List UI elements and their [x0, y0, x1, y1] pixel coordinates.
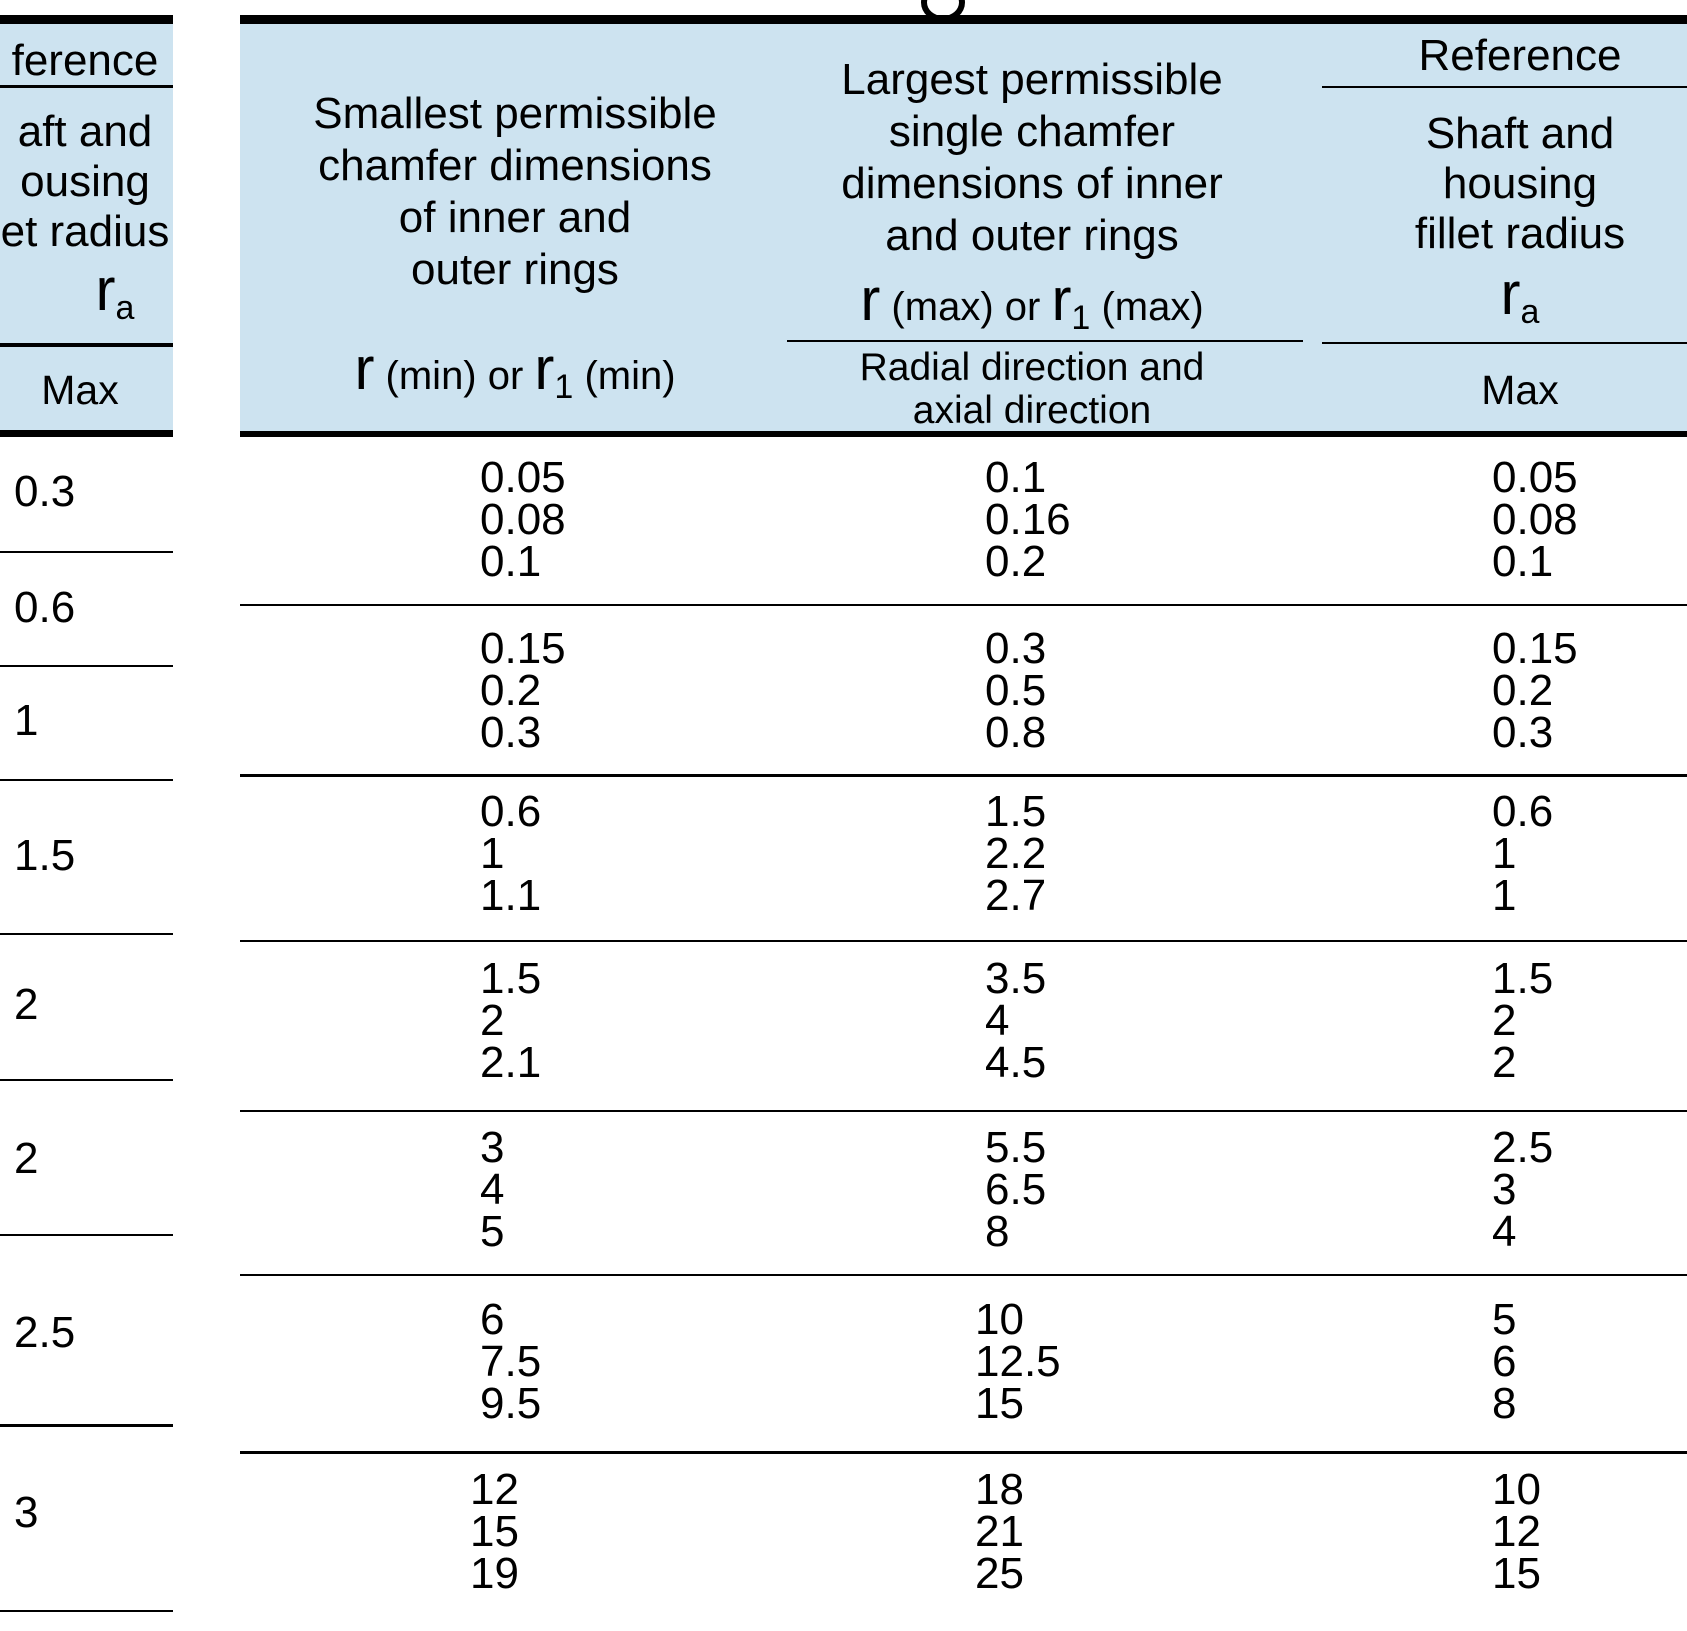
header-line: dimensions of inner [841, 159, 1223, 208]
largest-values: 0.3 0.5 0.8 [985, 624, 1047, 757]
direction-sub-header: Radial direction and axial direction [767, 346, 1297, 432]
left-table-column-title: aft and ousing et radius [0, 107, 170, 257]
header-line: outer rings [411, 245, 619, 294]
header-line: chamfer dimensions [318, 141, 712, 190]
left-table-value: 0.6 [14, 583, 76, 632]
main-table-header-bottom-border [240, 431, 1687, 437]
reference-values: 0.15 0.2 0.3 [1492, 624, 1578, 757]
reference-max-label: Max [1481, 367, 1559, 413]
reference-values: 0.05 0.08 0.1 [1492, 453, 1578, 586]
smallest-values: 0.6 1 1.1 [480, 787, 542, 920]
largest-values: 3.5 4 4.5 [985, 954, 1047, 1087]
header-line: single chamfer [888, 107, 1176, 156]
row-divider [240, 1274, 1687, 1276]
smallest-values: 12 15 19 [470, 1465, 519, 1598]
left-table-column-title-line: ousing [20, 157, 150, 206]
r-min-symbol: r (min) or r1 (min) [354, 335, 676, 407]
left-table-value: 1.5 [14, 831, 76, 880]
left-table-value: 1 [14, 696, 39, 745]
header-line: fillet radius [1414, 209, 1626, 258]
smallest-chamfer-column-header: Smallest permissible chamfer dimensions … [245, 88, 785, 296]
left-table-column-title-line: et radius [0, 207, 170, 256]
r-max-symbol: r (max) or r1 (max) [860, 266, 1204, 338]
largest-values: 1.5 2.2 2.7 [985, 787, 1047, 920]
reference-values: 0.6 1 1 [1492, 787, 1554, 920]
left-table-value: 2 [14, 980, 39, 1029]
main-table-header-background [240, 24, 1687, 431]
header-line: Largest permissible [841, 55, 1223, 104]
header-line: Shaft and [1425, 109, 1615, 158]
left-table-value: 3 [14, 1488, 39, 1537]
row-divider [0, 1424, 173, 1427]
left-table-value: 0.3 [14, 467, 76, 516]
left-table-value: 2.5 [14, 1308, 76, 1357]
row-divider [240, 1110, 1687, 1112]
left-table-header-divider [0, 343, 173, 347]
reference-values: 1.5 2 2 [1492, 954, 1554, 1087]
row-divider [240, 1451, 1687, 1454]
smallest-values: 6 7.5 9.5 [480, 1295, 542, 1428]
row-divider [0, 779, 173, 781]
left-table-top-border [0, 15, 173, 24]
row-divider [240, 604, 1687, 606]
left-table-reference-underline [0, 85, 173, 88]
header-line: housing [1442, 159, 1598, 208]
row-divider [0, 1234, 173, 1236]
header-line: Radial direction and [859, 346, 1205, 389]
reference-sub-divider [1322, 342, 1687, 344]
row-divider [240, 940, 1687, 942]
largest-chamfer-column-header: Largest permissible single chamfer dimen… [767, 54, 1297, 262]
row-divider [0, 1079, 173, 1081]
largest-values: 10 12.5 15 [975, 1295, 1061, 1428]
largest-column-sub-divider [787, 340, 1303, 342]
smallest-values: 1.5 2 2.1 [480, 954, 542, 1087]
left-table-header-background [0, 24, 173, 431]
row-divider [0, 1610, 173, 1612]
reference-column-title: Shaft and housing fillet radius [1320, 109, 1687, 259]
row-divider [240, 774, 1687, 777]
smallest-values: 0.15 0.2 0.3 [480, 624, 566, 757]
smallest-values: 0.05 0.08 0.1 [480, 453, 566, 586]
row-divider [0, 551, 173, 553]
left-table-value: 2 [14, 1134, 39, 1183]
left-table-max-label: Max [41, 367, 119, 413]
left-table-reference-header: ference [11, 36, 159, 85]
largest-values: 18 21 25 [975, 1465, 1024, 1598]
reference-column-header: Reference [1418, 31, 1622, 80]
header-line: and outer rings [885, 211, 1179, 260]
largest-values: 0.1 0.16 0.2 [985, 453, 1071, 586]
reference-values: 10 12 15 [1492, 1465, 1541, 1598]
row-divider [0, 933, 173, 935]
left-table-header-bottom-border [0, 430, 173, 437]
header-line: axial direction [912, 389, 1152, 432]
header-line: of inner and [398, 193, 632, 242]
reference-values: 2.5 3 4 [1492, 1123, 1554, 1256]
header-line: Smallest permissible [313, 89, 717, 138]
main-table-top-border [240, 15, 1687, 24]
reference-underline [1322, 86, 1687, 88]
row-divider [0, 665, 173, 667]
reference-ra-symbol: ra [1500, 260, 1540, 332]
largest-values: 5.5 6.5 8 [985, 1123, 1047, 1256]
left-table-ra-symbol: ra [95, 256, 135, 328]
left-table-column-title-line: aft and [17, 107, 153, 156]
